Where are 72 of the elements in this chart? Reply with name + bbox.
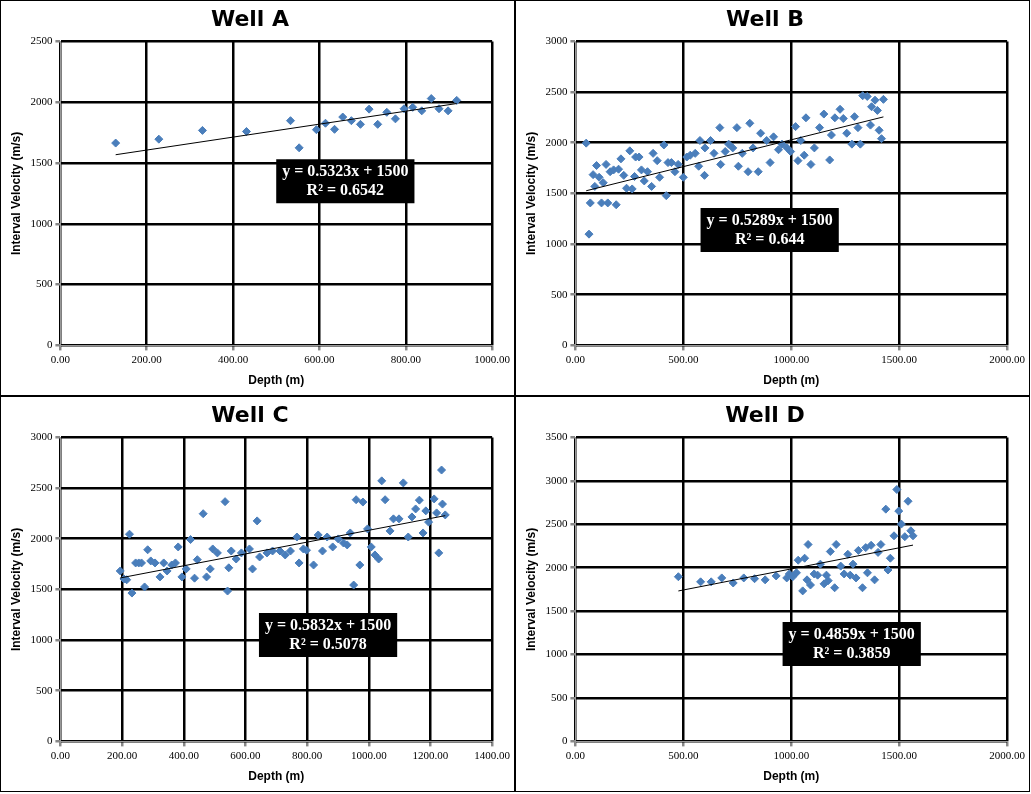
annotation: R² = 0.644 <box>734 229 805 247</box>
x-axis-title: Depth (m) <box>248 373 305 388</box>
x-tick-label: 800.00 <box>291 748 323 761</box>
annotation: R² = 0.5078 <box>289 634 367 652</box>
x-tick-label: 1000.00 <box>350 748 388 761</box>
y-tick-label: 1500 <box>30 155 53 168</box>
y-tick-label: 2500 <box>30 34 53 47</box>
y-tick-label: 1000 <box>545 236 568 249</box>
x-tick-label: 2000.00 <box>989 748 1026 761</box>
x-tick-label: 1000.00 <box>773 352 810 365</box>
chart-title: Well C <box>211 401 289 427</box>
x-tick-label: 800.00 <box>390 352 422 365</box>
x-tick-label: 2000.00 <box>989 352 1026 365</box>
chart-title: Well A <box>210 5 290 31</box>
y-tick-label: 2000 <box>545 135 568 148</box>
x-tick-label: 400.00 <box>168 748 200 761</box>
y-tick-label: 2500 <box>545 517 568 530</box>
x-tick-label: 600.00 <box>230 748 262 761</box>
y-tick-label: 0 <box>46 338 53 351</box>
x-axis-title: Depth (m) <box>763 373 820 388</box>
y-tick-label: 3000 <box>30 430 53 443</box>
annotation: R² = 0.6542 <box>306 180 385 198</box>
annotation: y = 0.4859x + 1500 <box>788 624 915 643</box>
y-axis-title: Interval Velocity (m/s) <box>523 131 538 256</box>
x-tick-label: 1500.00 <box>881 748 918 761</box>
y-axis-title: Interval Velocity (m/s) <box>8 131 23 256</box>
y-axis-title: Interval Velocity (m/s) <box>8 527 23 652</box>
x-tick-label: 200.00 <box>106 748 138 761</box>
chart-title: Well D <box>725 401 805 427</box>
annotation: R² = 0.3859 <box>812 643 891 661</box>
x-tick-label: 0.00 <box>565 748 586 761</box>
y-tick-label: 1000 <box>545 647 568 660</box>
y-tick-label: 2000 <box>545 560 568 573</box>
x-axis-title: Depth (m) <box>763 769 820 784</box>
y-tick-label: 0 <box>561 734 568 747</box>
annotation: y = 0.5832x + 1500 <box>264 615 392 634</box>
y-tick-label: 2000 <box>30 531 53 544</box>
y-tick-label: 1500 <box>545 186 568 199</box>
x-tick-label: 1200.00 <box>412 748 449 761</box>
y-tick-label: 1000 <box>30 216 53 229</box>
chart-title: Well B <box>726 5 804 31</box>
y-tick-label: 3000 <box>545 473 568 486</box>
y-tick-label: 2500 <box>545 84 568 97</box>
y-tick-label: 3000 <box>545 34 568 47</box>
x-axis-title: Depth (m) <box>248 769 305 784</box>
annotation: y = 0.5323x + 1500 <box>282 161 409 180</box>
x-tick-label: 0.00 <box>565 352 586 365</box>
x-tick-label: 0.00 <box>50 352 71 365</box>
y-tick-label: 1500 <box>30 582 53 595</box>
y-tick-label: 2000 <box>30 95 53 108</box>
x-tick-label: 1000.00 <box>474 352 511 365</box>
x-tick-label: 1000.00 <box>773 748 810 761</box>
y-tick-label: 2500 <box>30 480 53 493</box>
y-tick-label: 0 <box>561 338 568 351</box>
y-tick-label: 3500 <box>545 430 568 443</box>
y-tick-label: 500 <box>35 277 53 290</box>
x-tick-label: 500.00 <box>668 748 699 761</box>
y-tick-label: 0 <box>46 734 53 747</box>
x-tick-label: 600.00 <box>304 352 336 365</box>
y-tick-label: 500 <box>35 683 53 696</box>
y-tick-label: 1000 <box>30 632 53 645</box>
x-tick-label: 1400.00 <box>474 748 511 761</box>
y-tick-label: 1500 <box>545 604 568 616</box>
y-tick-label: 500 <box>550 287 568 300</box>
y-tick-label: 500 <box>550 690 568 703</box>
x-tick-label: 1500.00 <box>881 352 918 365</box>
x-tick-label: 0.00 <box>50 748 71 761</box>
x-tick-label: 500.00 <box>668 352 699 365</box>
annotation: y = 0.5289x + 1500 <box>706 210 833 229</box>
y-axis-title: Interval Velocity (m/s) <box>523 527 538 652</box>
x-tick-label: 200.00 <box>131 352 163 365</box>
x-tick-label: 400.00 <box>217 352 249 365</box>
